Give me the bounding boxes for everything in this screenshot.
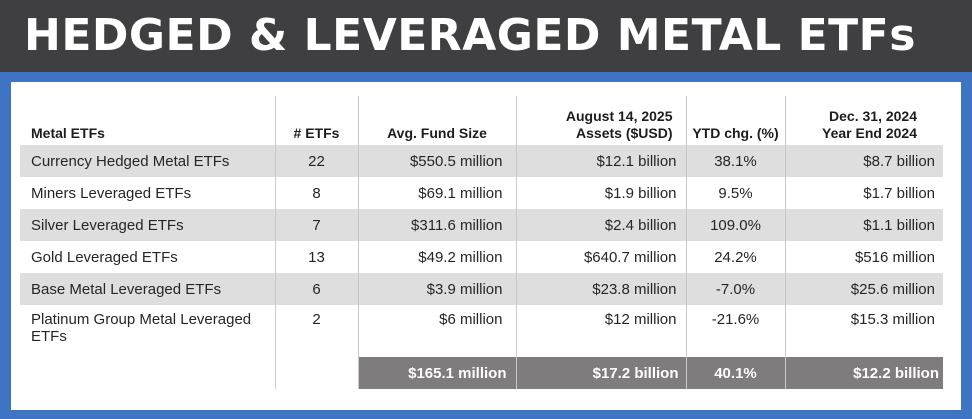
row-ye2024: $516 million: [854, 248, 935, 266]
total-ye2024: $12.2 billion: [785, 357, 943, 389]
table-row: Currency Hedged Metal ETFs 22 $550.5 mil…: [20, 145, 943, 177]
row-ye2024: $1.1 billion: [785, 209, 943, 241]
row-avg-size: $311.6 million: [358, 209, 517, 241]
row-name: Gold Leveraged ETFs: [20, 241, 276, 273]
col-header-assets: August 14, 2025 Assets ($USD): [516, 96, 687, 145]
page-title: HEDGED & LEVERAGED METAL ETFs: [24, 10, 916, 61]
row-name: Miners Leveraged ETFs: [20, 177, 276, 209]
row-assets: $12.1 billion: [516, 145, 687, 177]
header-row: Metal ETFs # ETFs Avg. Fund Size August …: [20, 96, 943, 145]
etf-table: Metal ETFs # ETFs Avg. Fund Size August …: [20, 96, 943, 389]
row-ytd: -21.6%: [686, 305, 786, 357]
row-count: 22: [275, 145, 359, 177]
col-header-num-etfs: # ETFs: [275, 96, 359, 145]
row-avg-size: $49.2 million: [358, 241, 517, 273]
col-header-ytd-change: YTD chg. (%): [686, 96, 786, 145]
total-avg-size: $165.1 million: [358, 357, 517, 389]
row-ye2024: $8.7 billion: [785, 145, 943, 177]
table-row: Gold Leveraged ETFs 13 $49.2 million $64…: [20, 241, 943, 273]
table-row: Base Metal Leveraged ETFs 6 $3.9 million…: [20, 273, 943, 305]
row-ye2024: $15.3 million: [850, 311, 935, 328]
row-assets: $23.8 million: [516, 273, 687, 305]
row-ytd: 38.1%: [686, 145, 786, 177]
table-row: Miners Leveraged ETFs 8 $69.1 million $1…: [20, 177, 943, 209]
row-ye2024: $25.6 million: [785, 273, 943, 305]
row-assets: $1.9 billion: [516, 177, 687, 209]
row-count: 8: [275, 177, 359, 209]
row-assets: $12 million: [516, 305, 687, 357]
row-avg-size: $69.1 million: [358, 177, 517, 209]
row-avg-size: $550.5 million: [358, 145, 517, 177]
total-assets: $17.2 billion: [516, 357, 687, 389]
row-ye2024: $1.7 billion: [863, 184, 935, 202]
row-avg-size: $3.9 million: [358, 273, 517, 305]
total-ytd: 40.1%: [686, 357, 786, 389]
title-bar: HEDGED & LEVERAGED METAL ETFs: [0, 0, 972, 72]
totals-empty-cell: [20, 357, 276, 389]
row-ytd: 24.2%: [686, 241, 786, 273]
row-assets: $2.4 billion: [516, 209, 687, 241]
row-count: 6: [275, 273, 359, 305]
row-assets: $640.7 million: [516, 241, 687, 273]
row-name: Currency Hedged Metal ETFs: [20, 145, 276, 177]
col-header-metal-etfs: Metal ETFs: [20, 96, 276, 145]
table-row: Platinum Group Metal Leveraged ETFs 2 $6…: [20, 305, 943, 357]
row-name: Platinum Group Metal Leveraged ETFs: [20, 305, 276, 357]
row-count: 2: [275, 305, 359, 357]
totals-row: $165.1 million $17.2 billion 40.1% $12.2…: [20, 357, 943, 389]
totals-empty-cell: [275, 357, 359, 389]
row-name: Base Metal Leveraged ETFs: [20, 273, 276, 305]
col-header-year-end-2024: Dec. 31, 2024 Year End 2024: [822, 108, 917, 141]
row-ytd: -7.0%: [686, 273, 786, 305]
row-count: 7: [275, 209, 359, 241]
row-avg-size: $6 million: [358, 305, 517, 357]
table-row: Silver Leveraged ETFs 7 $311.6 million $…: [20, 209, 943, 241]
row-name: Silver Leveraged ETFs: [20, 209, 276, 241]
row-count: 13: [275, 241, 359, 273]
col-header-avg-fund-size: Avg. Fund Size: [358, 96, 517, 145]
row-ytd: 109.0%: [686, 209, 786, 241]
row-ytd: 9.5%: [686, 177, 786, 209]
